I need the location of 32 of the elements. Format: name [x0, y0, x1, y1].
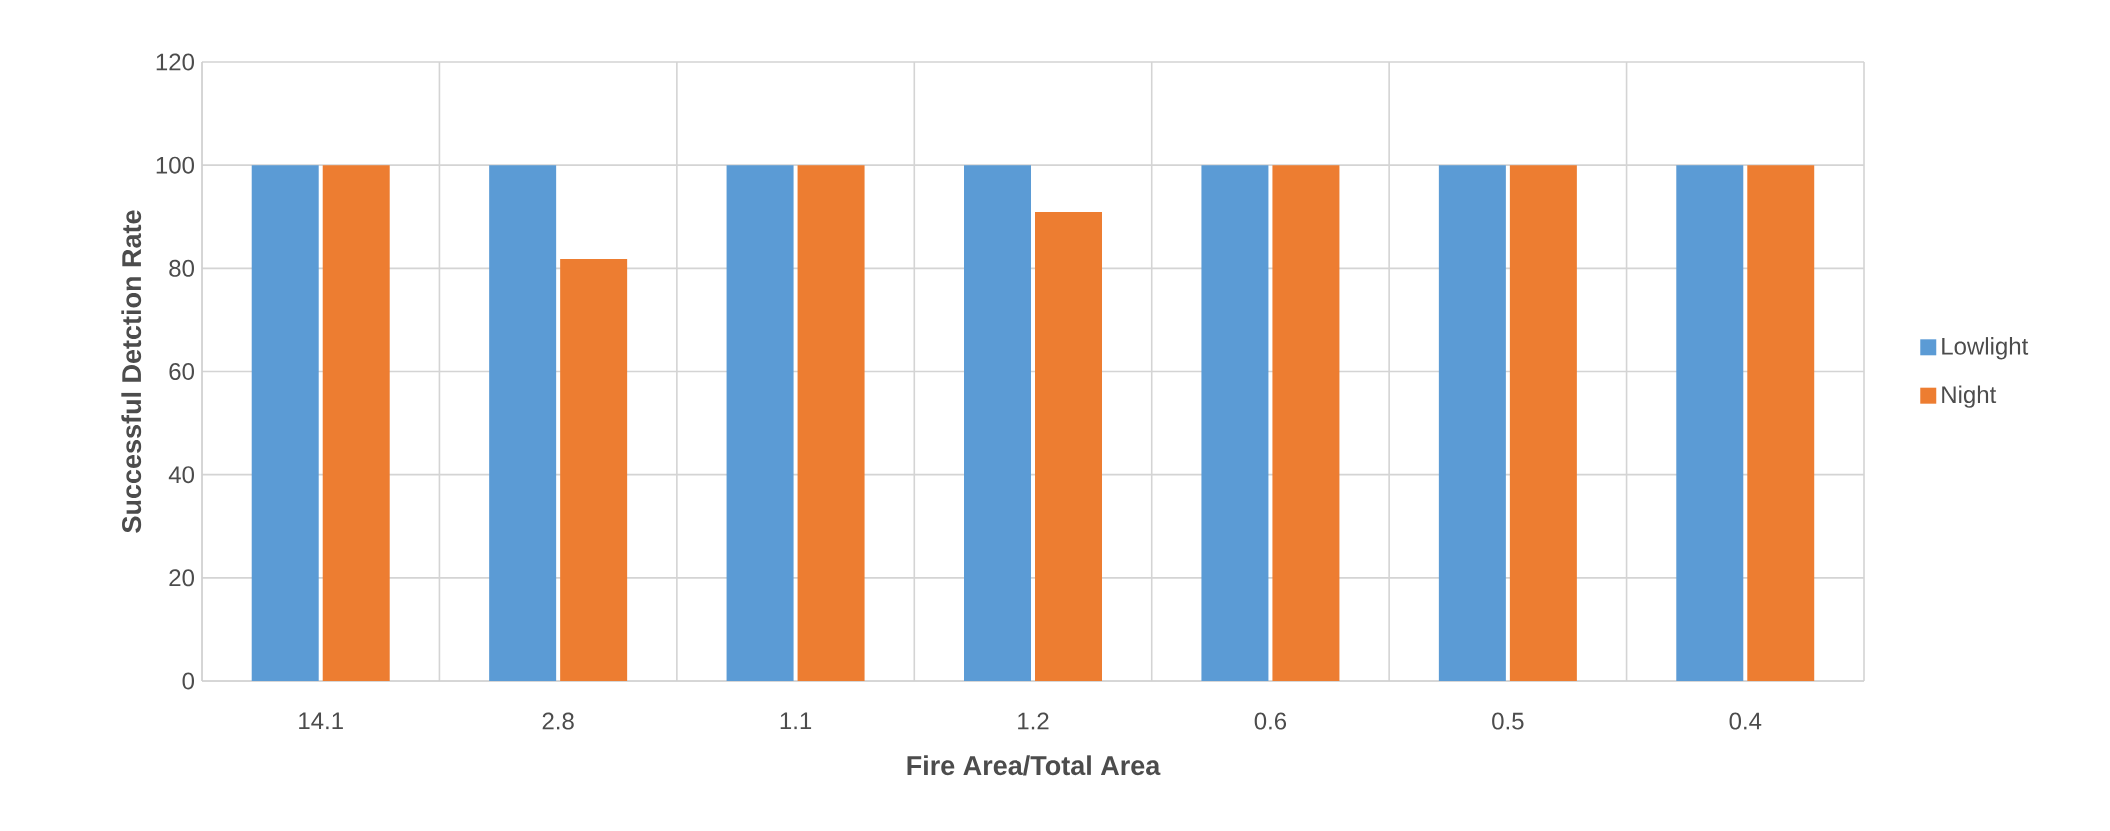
legend-label: Lowlight — [1942, 337, 2029, 360]
bar — [560, 259, 628, 681]
bar — [1676, 165, 1744, 681]
y-tick-label: 60 — [169, 363, 195, 380]
legend-label: Night — [1942, 385, 1997, 408]
y-tick-label: 80 — [169, 259, 195, 277]
bar — [1509, 165, 1577, 681]
bar — [251, 165, 319, 681]
bar — [964, 165, 1032, 681]
x-tick-label: 1.1 — [780, 712, 812, 730]
bar — [1201, 165, 1269, 681]
bar — [797, 165, 865, 681]
y-tick-label: 40 — [168, 466, 195, 484]
x-tick-label: 1.2 — [1018, 712, 1049, 730]
y-axis-title: Successful Detction Rate — [121, 210, 142, 533]
x-tick-label: 0.5 — [1492, 712, 1524, 730]
bar — [1035, 212, 1103, 681]
x-tick-label: 14.1 — [299, 712, 343, 730]
bar — [1747, 165, 1815, 681]
x-tick-label: 2.8 — [542, 712, 574, 730]
bar — [489, 165, 557, 681]
x-tick-label: 0.4 — [1729, 712, 1762, 730]
bar — [726, 165, 794, 681]
y-tick-label: 20 — [169, 569, 195, 587]
bar — [1272, 165, 1340, 681]
y-tick-label: 0 — [182, 672, 195, 690]
y-tick-label: 100 — [156, 156, 194, 174]
bar — [322, 165, 390, 681]
y-tick-label: 120 — [156, 53, 194, 71]
x-tick-label: 0.6 — [1254, 712, 1287, 730]
bar — [1438, 165, 1506, 681]
x-axis-title: Fire Area/Total Area — [907, 755, 1161, 776]
